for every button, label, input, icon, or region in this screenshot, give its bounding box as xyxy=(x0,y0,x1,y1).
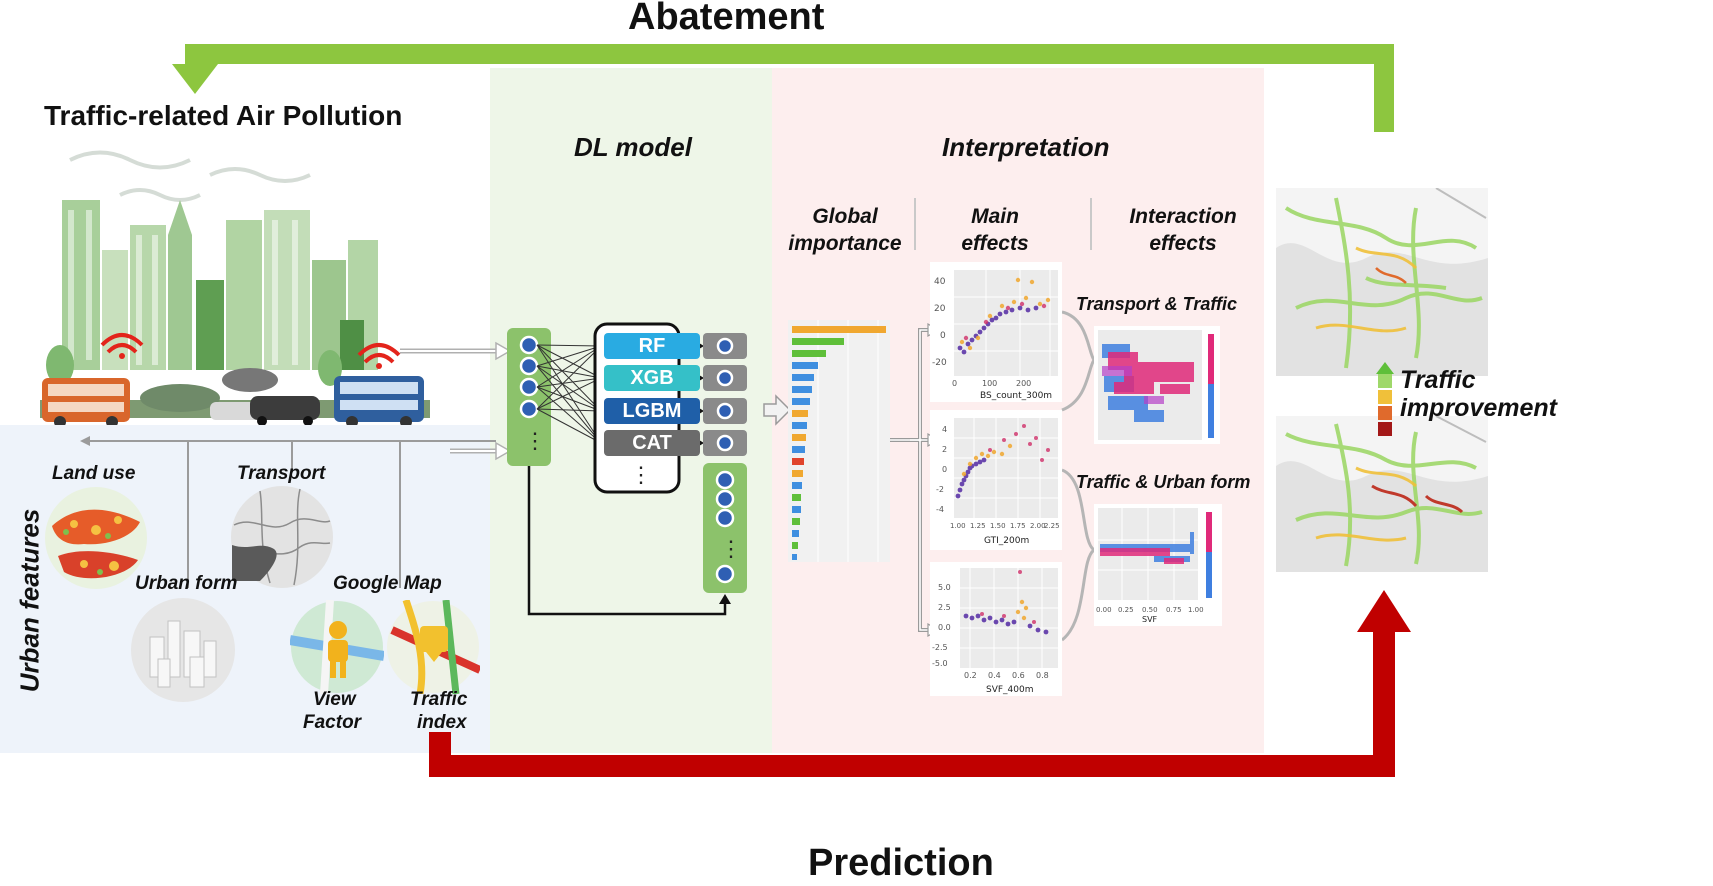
urban-features-panel xyxy=(0,425,490,753)
plot3-xtick-2: 0.6 xyxy=(1012,671,1025,680)
plot1-xlabel: BS_count_300m xyxy=(980,391,1052,401)
main-effect-plot-gti: 4 2 0 -2 -4 1.00 1.25 1.50 1.75 2.00 2.2… xyxy=(930,410,1062,550)
main-effects-line2: effects xyxy=(961,232,1029,255)
plot2-xtick-2: 1.50 xyxy=(990,522,1006,530)
plot2-ytick-2: 0 xyxy=(942,465,947,474)
plot3-ytick-2: 0.0 xyxy=(938,623,951,632)
abatement-label: Abatement xyxy=(628,0,825,38)
traffic-index-label-line2: index xyxy=(417,712,467,733)
model-lgbm: LGBM xyxy=(604,398,700,424)
traffic-improvement-legend xyxy=(1376,362,1394,436)
plot1-xtick-2: 200 xyxy=(1016,379,1031,388)
plot4-xtick-2: 0.50 xyxy=(1142,606,1158,614)
traffic-index-label-line1: Traffic xyxy=(410,689,468,710)
global-importance-heading: Global importance xyxy=(780,203,910,257)
plot2-ytick-3: -2 xyxy=(936,485,944,494)
view-factor-icon xyxy=(290,600,384,694)
plot2-xtick-0: 1.00 xyxy=(950,522,966,530)
dl-model-title: DL model xyxy=(574,132,692,162)
plot1-ytick-0: 40 xyxy=(934,277,946,287)
main-effect-plot-bs-count: 40 20 0 -20 0 100 200 BS_count_300m xyxy=(930,262,1062,402)
main-effect-plot-svf-400: 5.0 2.5 0.0 -2.5 -5.0 0.2 0.4 0.6 0.8 SV… xyxy=(930,562,1062,696)
view-factor-label-line1: View xyxy=(313,689,356,710)
model-ellipsis: ⋮ xyxy=(630,462,652,487)
view-factor-label-line2: Factor xyxy=(303,712,362,733)
interaction-effects-line1: Interaction xyxy=(1129,205,1237,228)
heading-divider-2 xyxy=(1090,198,1092,250)
plot3-xtick-0: 0.2 xyxy=(964,671,977,680)
plot3-xtick-1: 0.4 xyxy=(988,671,1001,680)
plot2-ytick-0: 4 xyxy=(942,425,947,434)
plot3-ytick-4: -5.0 xyxy=(932,659,948,668)
plot1-xtick-0: 0 xyxy=(952,379,957,388)
land-use-map xyxy=(45,487,147,589)
plot2-xlabel: GTI_200m xyxy=(984,536,1029,546)
land-use-label: Land use xyxy=(52,463,136,484)
transport-map xyxy=(231,486,333,588)
plot3-xtick-3: 0.8 xyxy=(1036,671,1049,680)
google-map-label: Google Map xyxy=(333,573,442,594)
interaction-effects-heading: Interaction effects xyxy=(1108,203,1258,257)
plot2-xtick-5: 2.25 xyxy=(1044,522,1060,530)
plot3-xlabel: SVF_400m xyxy=(986,685,1034,695)
prediction-label: Prediction xyxy=(808,842,994,884)
interaction-plot-traffic-urban-form: 0.00 0.25 0.50 0.75 1.00 SVF xyxy=(1094,504,1222,626)
svg-text:⋮: ⋮ xyxy=(524,428,546,453)
traffic-improvement-line1: Traffic xyxy=(1400,366,1476,394)
plot1-ytick-2: 0 xyxy=(940,331,946,341)
plot1-ytick-1: 20 xyxy=(934,304,946,314)
plot4-xtick-0: 0.00 xyxy=(1096,606,1112,614)
plot1-ytick-3: -20 xyxy=(932,358,947,368)
model-cat: CAT xyxy=(604,430,700,456)
traffic-map-bottom xyxy=(1276,416,1488,572)
traffic-improvement-line2: improvement xyxy=(1400,394,1557,422)
main-effects-line1: Main xyxy=(971,205,1019,228)
global-importance-line1: Global xyxy=(812,205,878,228)
model-xgb: XGB xyxy=(604,365,700,391)
plot4-xtick-3: 0.75 xyxy=(1166,606,1182,614)
global-importance-thumbnail xyxy=(788,320,890,562)
main-effects-heading: Main effects xyxy=(940,203,1050,257)
interaction-plot-transport-traffic xyxy=(1094,326,1220,444)
urban-form-3d xyxy=(131,598,235,702)
heading-divider-1 xyxy=(914,198,916,250)
model-rf: RF xyxy=(604,333,700,359)
plot1-xtick-1: 100 xyxy=(982,379,997,388)
plot3-ytick-3: -2.5 xyxy=(932,643,948,652)
plot3-ytick-0: 5.0 xyxy=(938,583,951,592)
plot2-xtick-1: 1.25 xyxy=(970,522,986,530)
urban-form-label: Urban form xyxy=(135,573,238,594)
interaction-pair-1-label: Transport & Traffic xyxy=(1076,294,1238,314)
plot2-ytick-1: 2 xyxy=(942,445,947,454)
plot4-xtick-1: 0.25 xyxy=(1118,606,1134,614)
interaction-pair-2-label: Traffic & Urban form xyxy=(1076,472,1251,492)
traffic-map-top xyxy=(1276,188,1488,376)
plot4-xlabel: SVF xyxy=(1142,615,1158,624)
plot2-ytick-4: -4 xyxy=(936,505,944,514)
traffic-index-icon xyxy=(387,600,480,694)
city-illustration xyxy=(40,150,430,425)
plot3-ytick-1: 2.5 xyxy=(938,603,951,612)
global-importance-line2: importance xyxy=(788,232,902,255)
interpretation-title: Interpretation xyxy=(942,132,1110,162)
pollution-title: Traffic-related Air Pollution xyxy=(44,100,403,131)
svg-text:⋮: ⋮ xyxy=(720,536,742,561)
plot4-xtick-4: 1.00 xyxy=(1188,606,1204,614)
interaction-effects-line2: effects xyxy=(1149,232,1217,255)
plot2-xtick-3: 1.75 xyxy=(1010,522,1026,530)
plot2-xtick-4: 2.00 xyxy=(1030,522,1046,530)
transport-label: Transport xyxy=(237,463,326,484)
